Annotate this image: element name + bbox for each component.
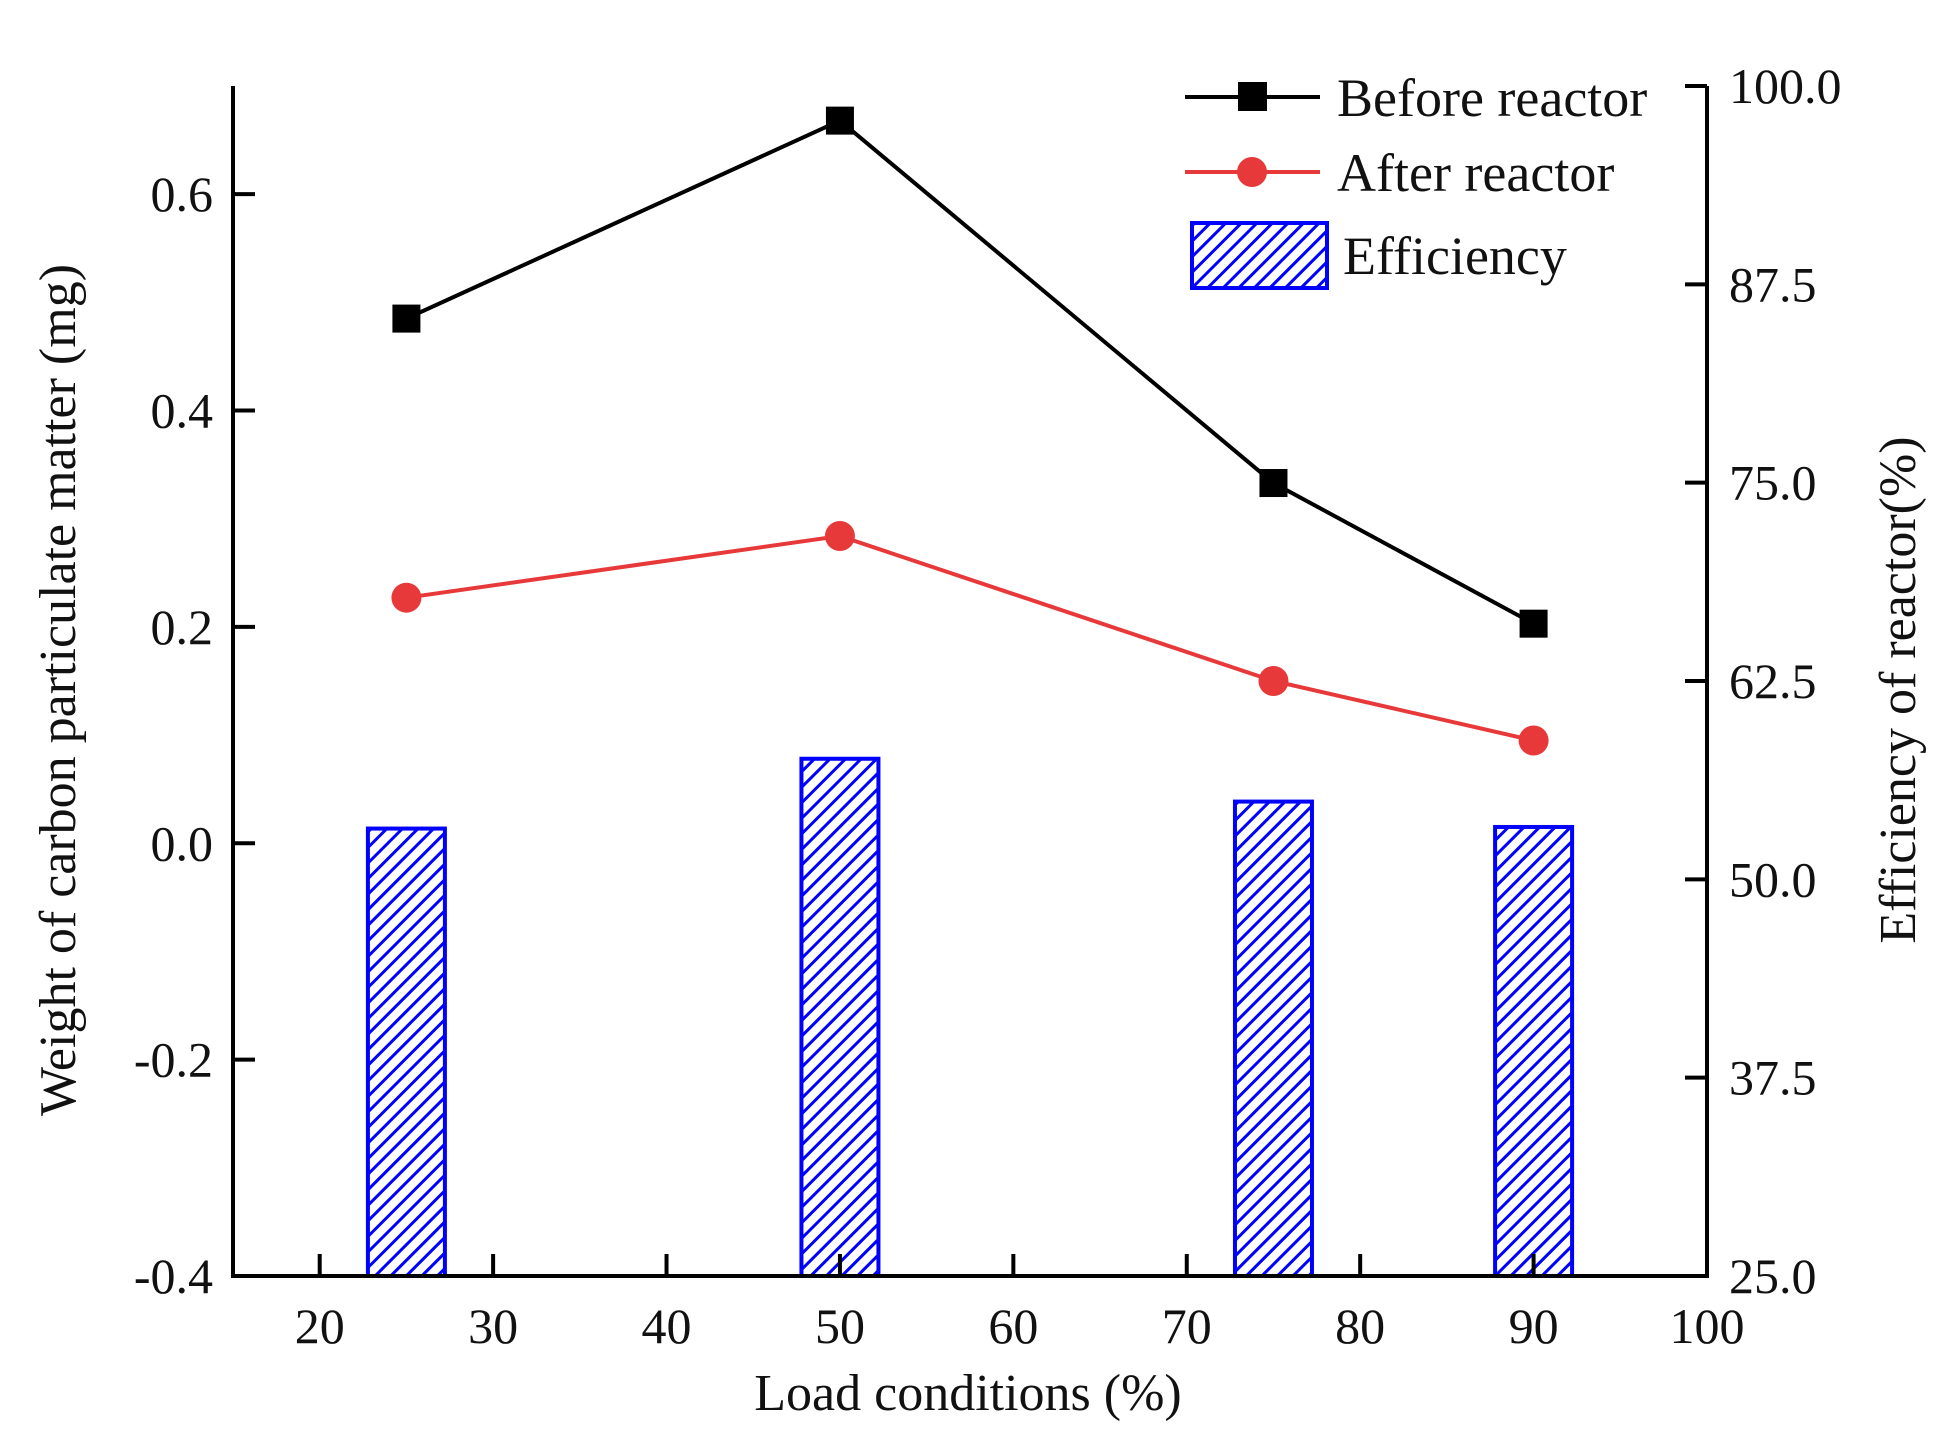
y-left-tick-label: -0.2	[134, 1032, 213, 1088]
legend-label-before: Before reactor	[1337, 68, 1647, 128]
after-reactor-point	[824, 521, 855, 552]
legend-item-after-reactor: After reactor	[1185, 143, 1614, 203]
y-right-tick-label: 50.0	[1729, 851, 1817, 907]
x-tick-label: 20	[295, 1298, 345, 1354]
legend-item-efficiency: Efficiency	[1190, 221, 1567, 290]
efficiency-bar	[799, 756, 881, 1278]
after-reactor-point	[1258, 666, 1289, 696]
before-reactor-point	[1519, 609, 1548, 638]
series-lines	[405, 118, 1535, 743]
x-tick-label: 100	[1670, 1298, 1745, 1354]
y-right-tick-label: 25.0	[1729, 1248, 1817, 1304]
y-axis-left-title: Weight of carbon particulate matter (mg)	[30, 264, 87, 1116]
y-left-tick-label: 0.4	[151, 383, 214, 439]
before-reactor-line	[405, 118, 1535, 626]
after-reactor-point	[1518, 725, 1549, 756]
y-right-tick-label: 37.5	[1729, 1050, 1817, 1106]
y-left-tick-label: 0.0	[151, 815, 214, 871]
efficiency-bar	[365, 826, 447, 1278]
legend: Before reactor After reactor Efficiency	[1185, 68, 1647, 290]
legend-circle-marker	[1237, 157, 1267, 187]
series-markers	[391, 106, 1549, 756]
legend-square-marker	[1238, 82, 1267, 111]
before-reactor-point	[825, 106, 854, 135]
y-right-tick-label: 75.0	[1729, 455, 1817, 511]
legend-label-after: After reactor	[1337, 143, 1614, 203]
before-reactor-point	[392, 304, 421, 333]
efficiency-bar	[1493, 824, 1575, 1278]
ticks: 20 30 40 50 60 70 80 90 100 -0.4 -0.2 0.0 0.2 0.4 0.6 2…	[134, 58, 1842, 1354]
legend-hatch-swatch	[1190, 221, 1329, 290]
before-reactor-point	[1259, 469, 1288, 498]
legend-label-efficiency: Efficiency	[1343, 226, 1567, 286]
y-right-tick-label: 100.0	[1729, 58, 1842, 114]
x-tick-label: 40	[642, 1298, 692, 1354]
y-left-tick-label: -0.4	[134, 1248, 213, 1304]
x-tick-label: 50	[815, 1298, 865, 1354]
y-right-tick-label: 87.5	[1729, 256, 1817, 312]
efficiency-bars	[365, 756, 1575, 1278]
legend-item-before-reactor: Before reactor	[1185, 68, 1647, 128]
x-tick-label: 70	[1162, 1298, 1212, 1354]
x-tick-label: 80	[1335, 1298, 1385, 1354]
y-left-tick-label: 0.2	[151, 599, 214, 655]
y-axis-right-title: Efficiency of reactor(%)	[1870, 436, 1927, 943]
after-reactor-point	[391, 582, 422, 613]
y-right-tick-label: 62.5	[1729, 653, 1817, 709]
x-axis-title: Load conditions (%)	[754, 1365, 1181, 1422]
efficiency-bar	[1232, 799, 1314, 1278]
after-reactor-line	[406, 533, 1535, 743]
x-tick-label: 30	[468, 1298, 518, 1354]
y-left-tick-label: 0.6	[151, 166, 214, 222]
x-tick-label: 60	[988, 1298, 1038, 1354]
x-tick-label: 90	[1509, 1298, 1559, 1354]
